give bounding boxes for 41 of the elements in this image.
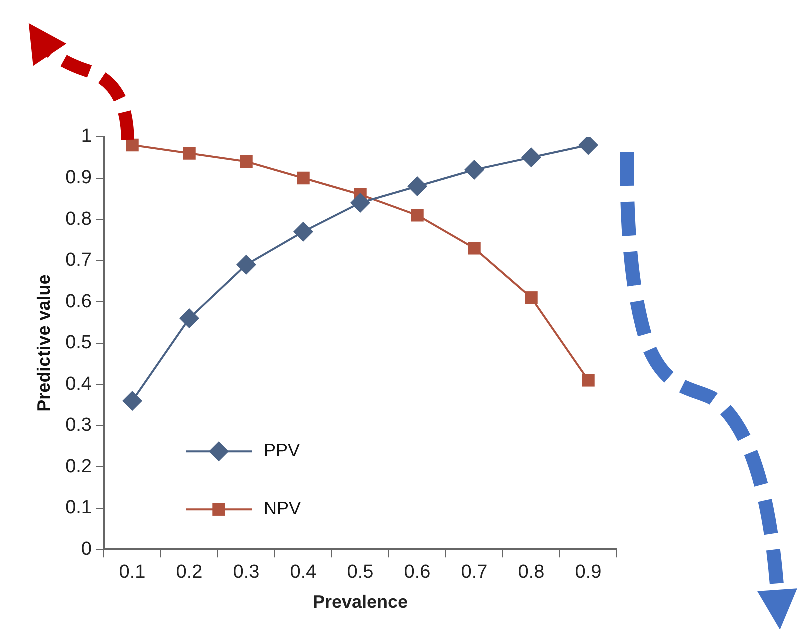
y-tick-label: 0.8 [66, 208, 92, 230]
point [236, 254, 257, 275]
y-tick-label: 0.9 [66, 167, 92, 188]
x-tick-label: 0.7 [461, 562, 488, 584]
point [294, 222, 314, 242]
point [350, 193, 371, 214]
point [180, 308, 200, 329]
x-tick-label: 0.8 [518, 562, 545, 584]
point [122, 391, 143, 412]
y-tick-label: 0.1 [66, 498, 92, 519]
legend-label: PPV [264, 440, 300, 461]
y-tick-label: 0.7 [66, 250, 92, 272]
point [126, 138, 139, 152]
y-axis-title: Predictive value [34, 274, 54, 412]
point [464, 160, 485, 180]
point [522, 148, 542, 168]
y-tick-label: 0.2 [66, 456, 92, 478]
y-tick-label: 0.3 [66, 415, 92, 436]
y-tick-label: 0.6 [66, 291, 92, 312]
y-tick-label: 0.5 [66, 332, 92, 354]
point [297, 172, 310, 185]
x-axis-title: Prevalence [312, 592, 408, 612]
x-tick-label: 0.6 [404, 562, 431, 584]
point [578, 137, 598, 156]
x-tick-label: 0.9 [575, 562, 602, 584]
point [183, 147, 196, 160]
point [582, 374, 595, 387]
point [525, 292, 538, 304]
point [408, 176, 428, 197]
point [468, 242, 481, 255]
x-tick-label: 0.3 [233, 562, 260, 584]
point [240, 155, 253, 168]
legend-label: NPV [264, 498, 302, 519]
x-tick-label: 0.2 [176, 562, 203, 584]
x-tick-label: 0.5 [347, 562, 374, 584]
y-tick-label: 0.4 [66, 374, 92, 395]
x-tick-label: 0.4 [290, 562, 318, 584]
x-tick-label: 0.1 [119, 562, 146, 584]
y-tick-label: 1 [81, 126, 92, 148]
point [411, 209, 424, 222]
y-tick-label: 0 [81, 538, 92, 560]
